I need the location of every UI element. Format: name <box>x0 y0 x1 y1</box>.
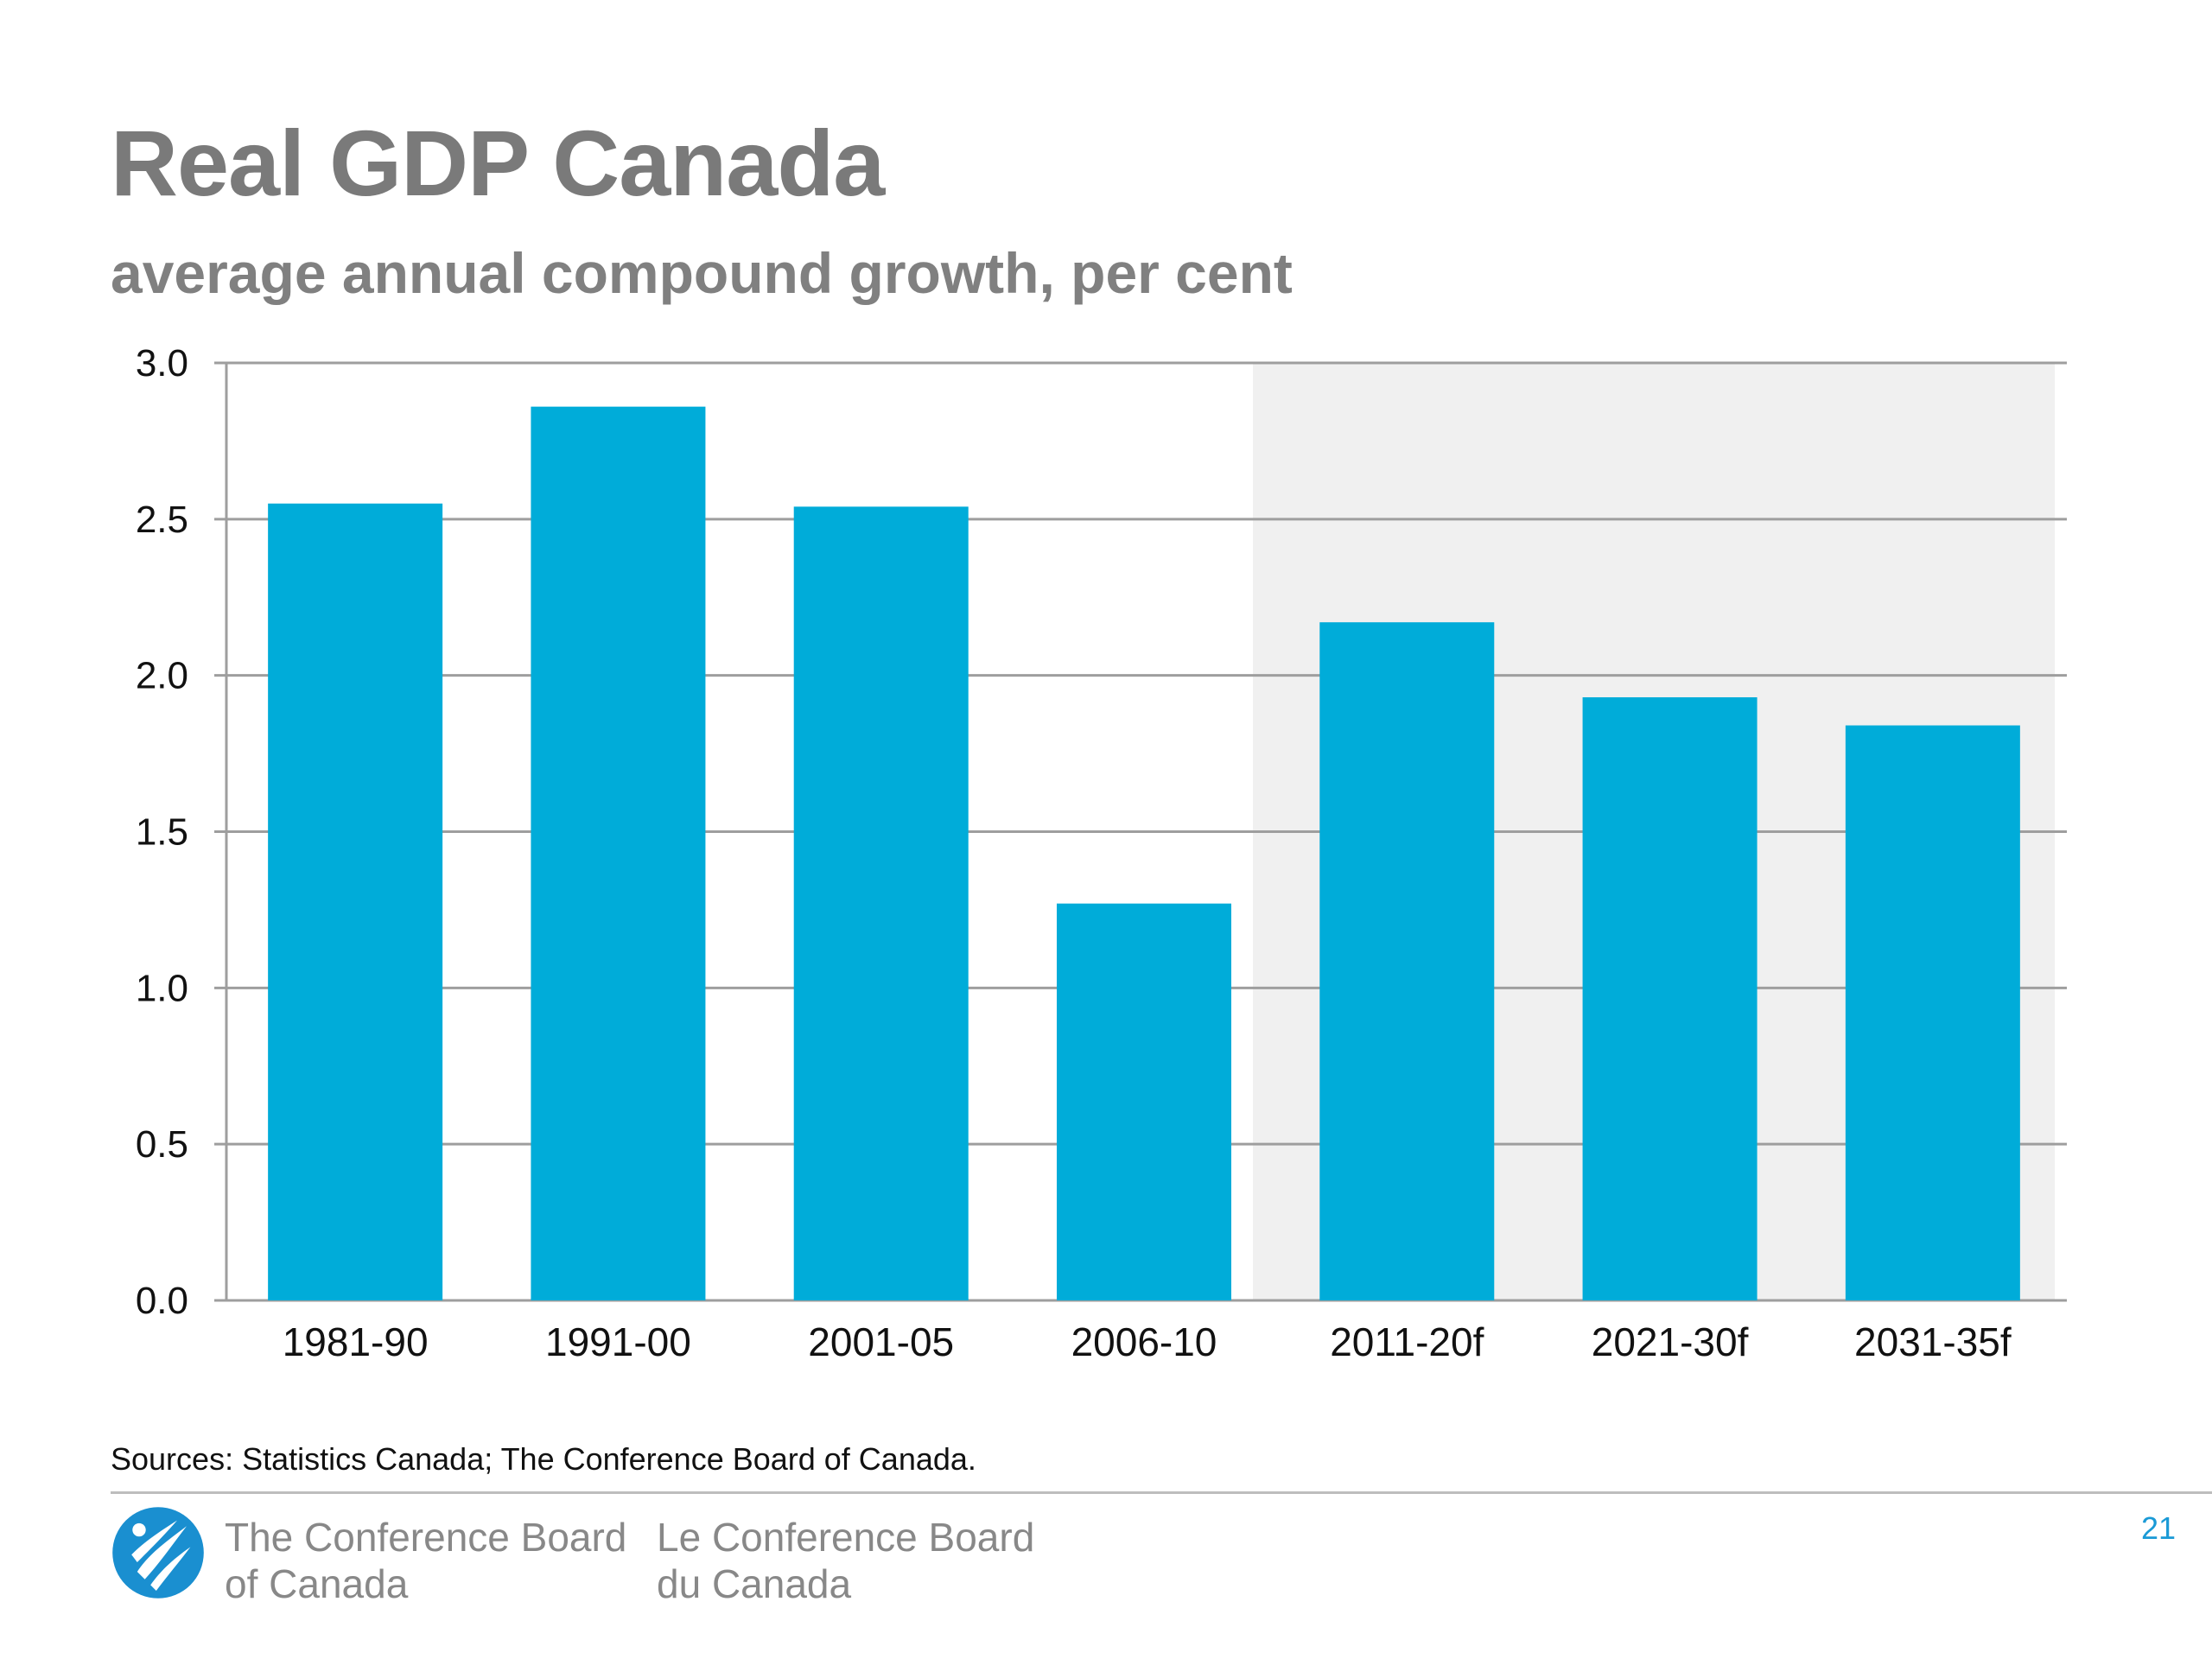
y-tick-label: 2.0 <box>136 655 188 697</box>
x-tick-label: 2001-05 <box>808 1319 954 1364</box>
org-name-english-line1: The Conference Board <box>225 1515 627 1560</box>
bar <box>1845 725 2020 1300</box>
conference-board-logo-icon <box>112 1507 204 1599</box>
x-tick-label: 1981-90 <box>283 1319 429 1364</box>
chart-subtitle: average annual compound growth, per cent <box>111 241 1293 305</box>
page-number: 21 <box>2141 1510 2177 1546</box>
bar <box>268 503 443 1300</box>
chart-title: Real GDP Canada <box>111 111 885 215</box>
bar-chart: 0.0 0.5 1.0 1.5 2.0 2.5 3.0 1981-90 1991-00 2001-… <box>136 342 2067 1364</box>
sources-note: Sources: Statistics Canada; The Conferen… <box>111 1441 976 1477</box>
footer-divider <box>111 1491 2212 1494</box>
org-name-english-line2: of Canada <box>225 1561 409 1606</box>
y-tick-label: 0.5 <box>136 1123 188 1166</box>
axes: 0.0 0.5 1.0 1.5 2.0 2.5 3.0 1981-90 1991-00 2001-… <box>136 342 2012 1364</box>
x-tick-label: 2031-35f <box>1854 1319 2012 1364</box>
y-tick-label: 1.5 <box>136 811 188 854</box>
y-tick-label: 2.5 <box>136 499 188 541</box>
y-tick-label: 0.0 <box>136 1280 188 1322</box>
bar <box>1319 622 1495 1300</box>
org-name-french-line2: du Canada <box>657 1561 852 1606</box>
org-name-french-line1: Le Conference Board <box>657 1515 1035 1560</box>
x-tick-label: 1991-00 <box>545 1319 691 1364</box>
org-name-english: The Conference Board of Canada <box>225 1514 626 1607</box>
y-tick-label: 1.0 <box>136 967 188 1009</box>
y-tick-label: 3.0 <box>136 342 188 385</box>
bar <box>531 406 706 1301</box>
bars <box>268 406 2020 1301</box>
bar <box>1057 903 1231 1300</box>
bar <box>1582 696 1758 1300</box>
org-name-french: Le Conference Board du Canada <box>657 1514 1034 1607</box>
x-tick-label: 2011-20f <box>1330 1319 1484 1364</box>
gridlines <box>214 361 2067 1302</box>
x-tick-label: 2021-30f <box>1592 1319 1749 1364</box>
x-tick-label: 2006-10 <box>1071 1319 1217 1364</box>
bar <box>793 506 969 1300</box>
